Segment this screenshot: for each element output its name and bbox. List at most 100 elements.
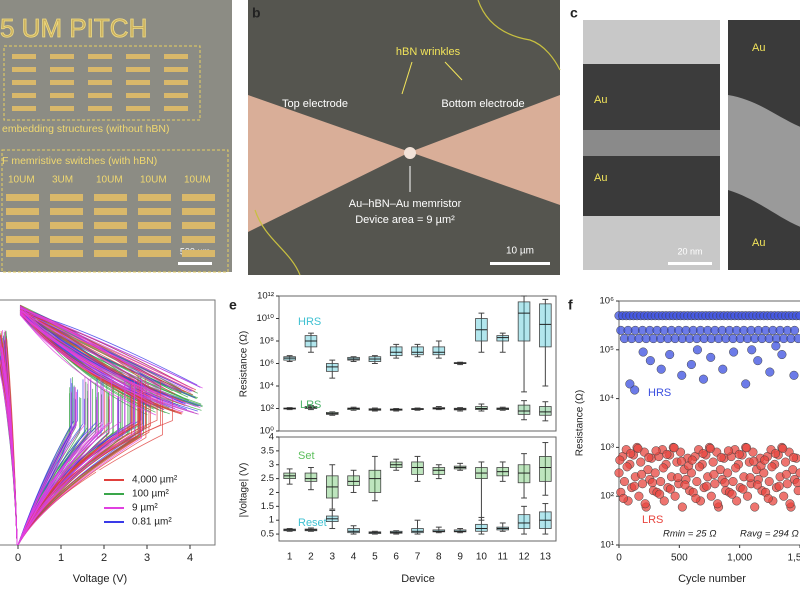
pad	[182, 208, 215, 215]
y-tick-label: 10¹²	[257, 291, 274, 302]
pad	[12, 93, 36, 98]
pad	[50, 208, 83, 215]
column-label: 3UM	[52, 175, 73, 186]
box	[496, 335, 509, 342]
point	[774, 481, 784, 491]
y-axis-label: Resistance (Ω)	[239, 331, 250, 397]
point	[779, 491, 789, 501]
y-tick-label: 10³	[600, 442, 614, 453]
point	[795, 468, 800, 478]
y-tick-label: 10¹	[600, 540, 614, 551]
y-tick-label: 10²	[600, 491, 614, 502]
point	[677, 370, 687, 380]
panel-label: b	[252, 5, 261, 21]
pad	[6, 250, 39, 257]
point	[686, 359, 696, 370]
scale-bar	[178, 262, 212, 265]
point	[638, 347, 648, 357]
point	[644, 452, 654, 463]
series-label: Set	[298, 450, 315, 462]
legend-label: 9 µm²	[132, 503, 158, 514]
point	[777, 349, 787, 360]
annotation: Rmin = 25 Ω	[663, 529, 716, 540]
box	[347, 475, 360, 486]
y-tick-label: 10⁵	[599, 344, 614, 355]
x-tick-label: 4	[187, 552, 193, 564]
pad	[94, 250, 127, 257]
column-label: 10UM	[184, 175, 211, 186]
x-tick-label: 2	[101, 552, 107, 564]
annotation: Au–hBN–Au memristor	[349, 198, 462, 210]
box	[539, 303, 552, 348]
pad	[164, 106, 188, 111]
pad	[50, 250, 83, 257]
x-tick-label: 9	[457, 552, 463, 563]
box	[389, 346, 403, 357]
panel-b: b hBN wrinkles Top electrode Bottom elec…	[248, 0, 561, 276]
x-tick-label: 7	[415, 552, 421, 563]
au-label: Au	[752, 42, 765, 54]
pad	[50, 93, 74, 98]
point	[626, 448, 636, 459]
point	[742, 491, 753, 501]
y-tick-label: 2.5	[261, 473, 274, 484]
device	[404, 147, 416, 159]
point	[694, 462, 705, 472]
annotation: Top electrode	[282, 98, 348, 110]
hbn-region	[728, 95, 800, 227]
y-tick-label: 0.5	[261, 529, 274, 540]
point	[789, 452, 799, 463]
arrow	[444, 61, 463, 81]
y-axis-label: |Voltage| (V)	[239, 463, 250, 518]
x-tick-label: 1,500	[787, 553, 800, 564]
y-tick-label: 10²	[260, 403, 274, 414]
point	[673, 473, 683, 483]
point	[706, 491, 716, 501]
box	[517, 301, 531, 342]
point	[790, 325, 800, 335]
box	[432, 467, 446, 475]
pad	[126, 67, 150, 72]
point	[723, 468, 733, 478]
pad	[126, 80, 150, 85]
point	[780, 457, 791, 467]
point	[760, 455, 770, 465]
x-tick-label: 11	[498, 552, 509, 563]
pad	[88, 54, 112, 59]
panel-label: c	[570, 5, 578, 21]
pad	[50, 67, 74, 72]
point	[630, 385, 640, 395]
pad	[6, 222, 39, 229]
hbn-layer	[583, 130, 720, 156]
point	[698, 374, 709, 384]
box	[517, 514, 531, 529]
point	[651, 446, 661, 456]
legend-label: 4,000 µm²	[132, 475, 178, 486]
pad	[6, 208, 39, 215]
x-tick-label: 2	[308, 552, 314, 563]
point	[734, 449, 744, 459]
point	[745, 473, 755, 483]
point	[782, 479, 792, 489]
point	[676, 456, 686, 466]
y-tick-label: 4	[269, 432, 274, 443]
point	[763, 493, 773, 503]
point	[680, 480, 690, 490]
point	[618, 493, 629, 503]
column-label: 10UM	[140, 175, 167, 186]
pad	[88, 80, 112, 85]
box	[517, 464, 531, 484]
point	[687, 455, 697, 465]
pad	[182, 236, 215, 243]
box	[517, 404, 531, 415]
y-tick-label: 3	[269, 459, 274, 470]
x-tick-label: 4	[351, 552, 357, 563]
x-axis-label: Device	[401, 573, 435, 585]
point	[785, 499, 795, 509]
panel-d: Voltage (V) 0 1 2 3 4 4,000 µm² 100 µm² 9 µm² 0.…	[0, 299, 216, 585]
y-tick-label: 10⁸	[259, 336, 274, 347]
pad	[182, 222, 215, 229]
point	[710, 479, 720, 489]
point	[764, 476, 774, 487]
point	[731, 463, 741, 473]
